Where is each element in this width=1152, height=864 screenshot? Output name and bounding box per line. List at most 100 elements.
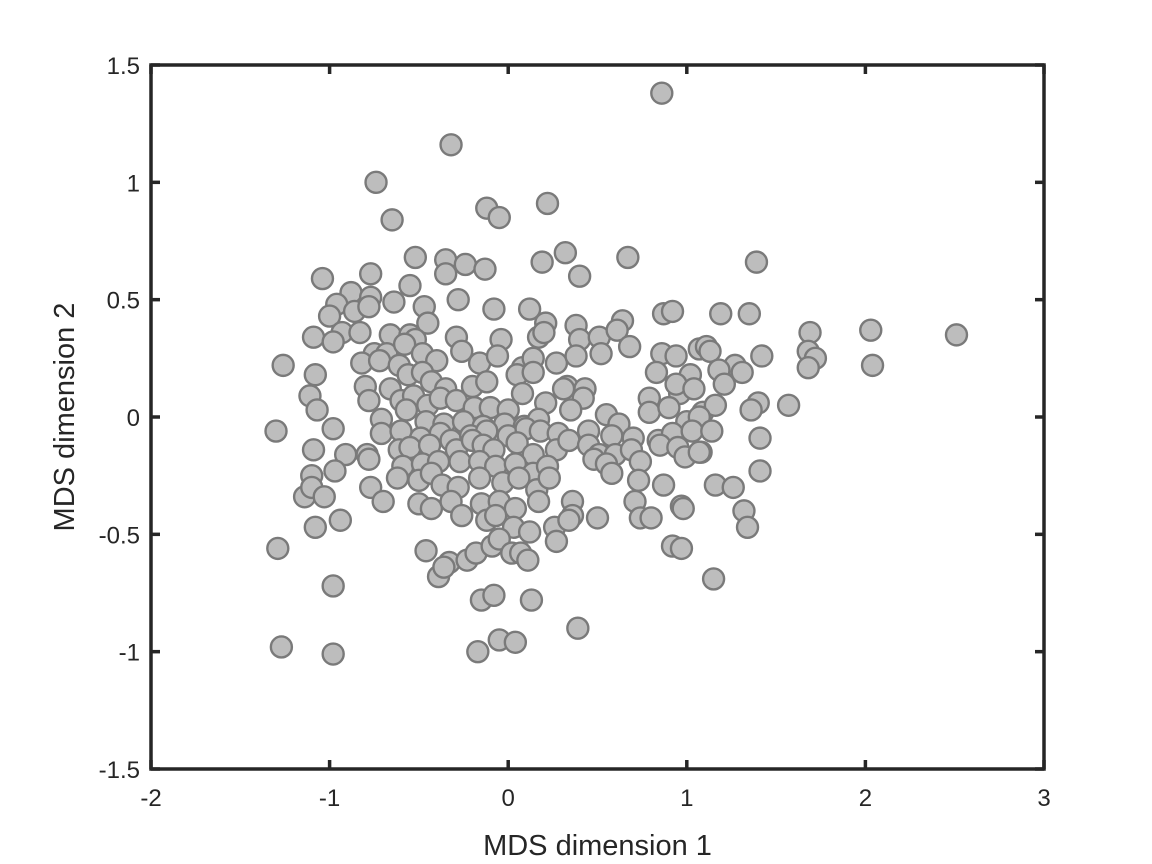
scatter-point	[483, 503, 508, 528]
x-tick-label: 2	[859, 785, 872, 812]
scatter-point	[544, 351, 569, 375]
scatter-point	[266, 536, 290, 561]
x-tick-label: -2	[140, 785, 161, 812]
scatter-point	[730, 360, 754, 385]
scatter-point	[321, 642, 345, 666]
y-tick-label: -1.5	[99, 757, 140, 784]
scatter-point	[271, 353, 295, 378]
scatter-point	[382, 290, 406, 314]
y-tick-label: 1	[127, 170, 140, 197]
scatter-point	[553, 241, 578, 265]
scatter-point	[358, 262, 383, 286]
scatter-point	[301, 438, 326, 462]
scatter-point	[392, 332, 417, 356]
scatter-point	[269, 635, 294, 659]
scatter-point	[453, 252, 478, 277]
scatter-point	[519, 588, 544, 612]
scatter-point	[507, 466, 531, 490]
plot-area-frame	[149, 63, 1046, 771]
scatter-point	[310, 266, 335, 291]
scatter-point	[721, 475, 745, 500]
scatter-point	[712, 372, 737, 396]
scatter-point	[380, 208, 404, 232]
scatter-point	[323, 459, 347, 483]
scatter-point	[589, 341, 613, 366]
scatter-point	[637, 400, 661, 425]
scatter-point	[321, 330, 345, 354]
scatter-point	[416, 311, 440, 335]
scatter-point	[432, 555, 456, 579]
scatter-point	[557, 508, 581, 532]
scatter-point	[698, 339, 722, 363]
scatter-point	[371, 489, 395, 514]
scatter-point	[644, 360, 669, 385]
scatter-point	[605, 318, 629, 342]
x-tick-label: 1	[680, 785, 693, 812]
y-tick-label: 0	[127, 405, 140, 432]
scatter-point	[669, 536, 694, 561]
scatter-point	[317, 304, 342, 328]
scatter-point	[348, 320, 372, 345]
scatter-point	[859, 318, 883, 342]
scatter-point	[303, 363, 328, 387]
scatter-point	[739, 398, 763, 422]
scatter-point	[600, 424, 624, 448]
scatter-point	[532, 320, 556, 345]
scatter-point	[446, 287, 470, 312]
scatter-point	[567, 264, 592, 288]
scatter-point	[357, 295, 381, 319]
scatter-point	[394, 398, 419, 422]
scatter-point	[616, 245, 640, 270]
scatter-point	[516, 548, 540, 572]
scatter-point	[660, 299, 685, 324]
scatter-point	[750, 344, 774, 368]
scatter-point	[735, 515, 760, 539]
scatter-point	[321, 417, 345, 441]
scatter-point	[517, 297, 542, 321]
scatter-point	[744, 250, 769, 274]
scatter-point	[700, 419, 724, 443]
scatter-point	[467, 466, 492, 490]
scatter-point	[305, 398, 329, 422]
scatter-point	[414, 539, 438, 563]
y-tick-label: 0.5	[107, 288, 140, 315]
scatter-point	[328, 508, 353, 532]
scatter-point	[321, 574, 345, 598]
scatter-point	[657, 395, 681, 420]
scatter-point	[557, 428, 581, 453]
scatter-point	[564, 344, 588, 368]
data-points-layer	[264, 81, 969, 666]
scatter-point	[944, 323, 969, 347]
x-tick-label: 0	[502, 785, 515, 812]
scatter-point	[450, 503, 474, 528]
x-axis-title: MDS dimension 1	[483, 830, 712, 862]
scatter-point	[748, 426, 772, 450]
scatter-point	[503, 630, 528, 654]
scatter-point	[671, 496, 695, 521]
scatter-point	[530, 250, 554, 274]
scatter-point	[682, 377, 706, 401]
scatter-point	[466, 639, 490, 664]
scatter-point	[475, 370, 499, 394]
scatter-point	[485, 344, 510, 368]
scatter-point	[398, 273, 422, 298]
scatter-point	[687, 440, 712, 464]
x-tick-label: -1	[319, 785, 340, 812]
y-axis-title: MDS dimension 2	[49, 303, 81, 532]
scatter-point	[521, 360, 545, 385]
scatter-point	[551, 377, 576, 401]
scatter-point	[651, 473, 676, 497]
scatter-point	[369, 421, 394, 446]
scatter-point	[403, 245, 428, 270]
scatter-point	[559, 398, 583, 422]
scatter-point	[703, 393, 728, 417]
scatter-point	[357, 447, 381, 471]
scatter-point	[566, 616, 590, 640]
scatter-point	[385, 466, 410, 490]
scatter-point	[439, 133, 463, 157]
scatter-point	[367, 348, 392, 373]
scatter-point	[448, 449, 472, 474]
scatter-point	[600, 461, 624, 486]
scatter-point	[473, 257, 497, 281]
